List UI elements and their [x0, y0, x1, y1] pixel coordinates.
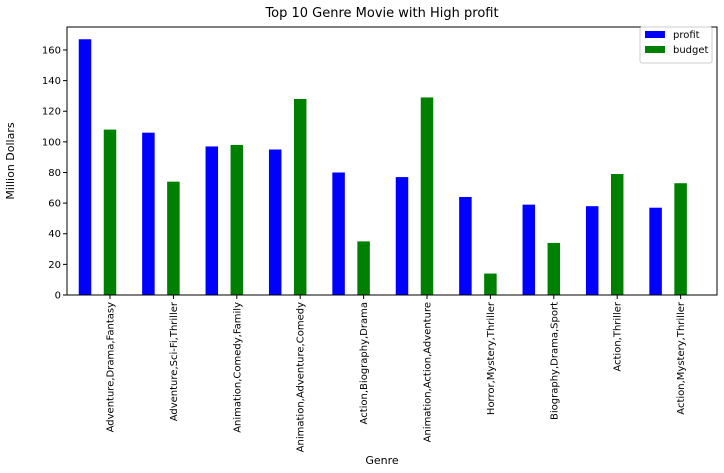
bar-profit-4: [332, 172, 345, 295]
x-tick-label-0: Adventure,Drama,Fantasy: [106, 302, 117, 432]
bar-budget-5: [420, 97, 434, 295]
y-tick-label-5: 100: [42, 137, 61, 148]
bar-profit-3: [268, 149, 282, 295]
bar-budget-4: [357, 241, 370, 295]
bar-profit-6: [459, 196, 472, 295]
bar-budget-8: [610, 174, 624, 295]
y-tick-label-4: 80: [48, 168, 61, 179]
x-tick-label-6: Horror,Mystery,Thriller: [486, 301, 497, 415]
bar-budget-0: [103, 129, 117, 295]
legend-swatch-profit: [645, 31, 665, 38]
y-tick-label-1: 20: [48, 260, 61, 271]
legend: profit budget: [639, 26, 713, 64]
bar-budget-9: [674, 183, 687, 295]
bar-profit-9: [649, 207, 662, 295]
bar-profit-7: [522, 204, 536, 295]
y-tick-label-8: 160: [42, 45, 61, 56]
y-tick-label-3: 60: [48, 199, 61, 210]
x-tick-label-4: Action,Biography,Drama: [359, 302, 370, 424]
bar-budget-1: [167, 181, 180, 295]
bar-budget-7: [547, 242, 561, 295]
bars-group: [78, 39, 687, 295]
y-tick-label-7: 140: [42, 76, 61, 87]
y-axis: 0 20 40 60 80 100 120 140 160: [42, 45, 67, 302]
bar-profit-1: [142, 132, 155, 295]
x-tick-label-1: Adventure,Sci-Fi,Thriller: [169, 301, 180, 421]
x-tick-label-9: Action,Mystery,Thriller: [676, 301, 687, 415]
x-axis-label: Genre: [365, 454, 399, 467]
plot-frame: [66, 26, 718, 296]
y-axis-label: Million Dollars: [4, 122, 17, 199]
bar-profit-8: [585, 206, 599, 295]
bar-budget-2: [230, 144, 244, 295]
bar-profit-0: [78, 39, 92, 295]
x-tick-label-8: Action,Thriller: [613, 301, 624, 372]
x-tick-label-7: Biography,Drama,Sport: [549, 302, 560, 420]
y-tick-label-6: 120: [42, 107, 61, 118]
x-tick-label-3: Animation,Adventure,Comedy: [296, 302, 307, 452]
y-tick-label-0: 0: [55, 291, 61, 302]
x-tick-label-5: Animation,Action,Adventure: [423, 302, 434, 442]
legend-swatch-budget: [645, 46, 665, 53]
y-tick-label-2: 40: [48, 229, 61, 240]
bar-budget-3: [293, 98, 307, 295]
legend-label-profit: profit: [673, 30, 700, 41]
bar-profit-2: [205, 146, 219, 295]
legend-label-budget: budget: [673, 45, 709, 56]
x-tick-label-2: Animation,Comedy,Family: [232, 302, 243, 433]
bar-budget-6: [484, 273, 497, 295]
x-axis: Adventure,Drama,Fantasy Adventure,Sci-Fi,…: [106, 295, 687, 452]
bar-profit-5: [395, 177, 409, 295]
chart-title: Top 10 Genre Movie with High profit: [264, 6, 498, 21]
